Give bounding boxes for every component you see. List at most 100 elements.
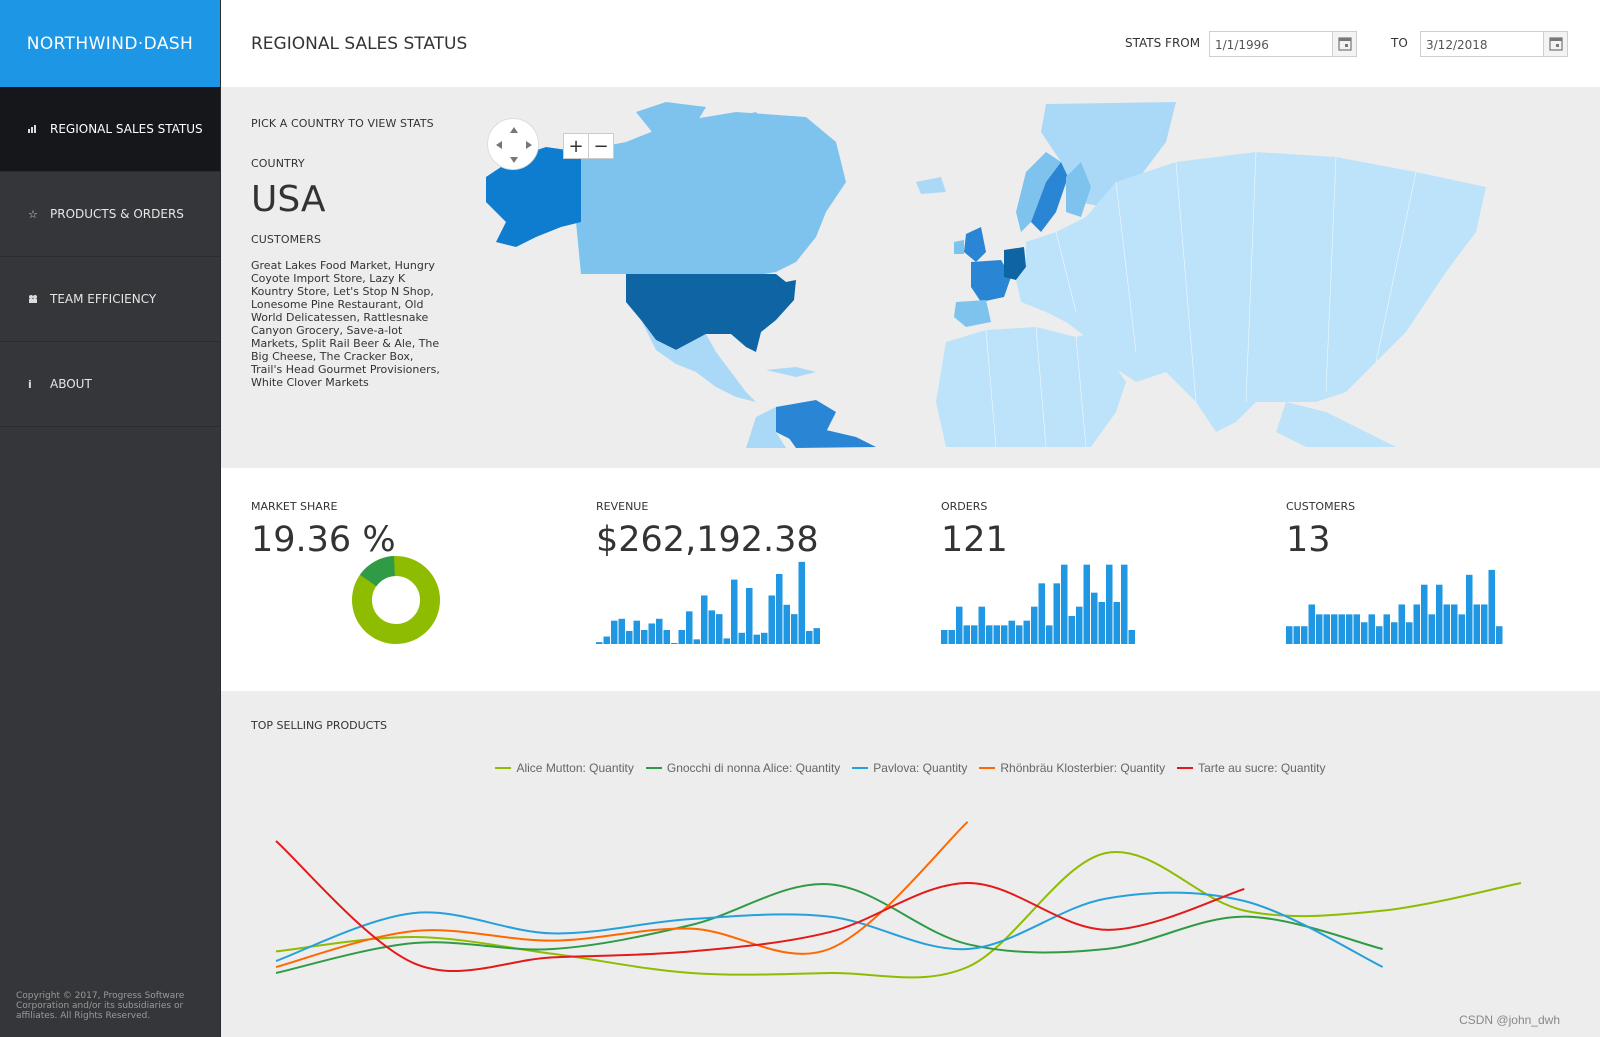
watermark: CSDN @john_dwh	[1459, 1013, 1560, 1027]
sparkline-bar	[1398, 604, 1405, 644]
legend-item[interactable]: Pavlova: Quantity	[852, 761, 967, 775]
bar-chart-icon	[28, 123, 50, 136]
sparkline-bar	[731, 579, 738, 644]
star-icon: ☆	[28, 207, 38, 221]
sidebar-item-regional-sales-status[interactable]: REGIONAL SALES STATUS	[0, 87, 220, 172]
sparkline-bar	[1353, 614, 1360, 644]
legend-item[interactable]: Rhönbräu Klosterbier: Quantity	[979, 761, 1165, 775]
sparkline-bar	[1361, 622, 1368, 644]
stats-to-datepicker[interactable]: 3/12/2018	[1420, 31, 1568, 57]
zoom-in-button[interactable]: +	[563, 133, 589, 159]
world-map[interactable]	[476, 102, 1496, 452]
sidebar-item-about[interactable]: i ABOUT	[0, 342, 220, 427]
map-south-america	[746, 407, 786, 448]
country-name: USA	[251, 179, 326, 220]
sidebar-item-products-orders[interactable]: ☆ PRODUCTS & ORDERS	[0, 172, 220, 257]
sparkline-bar	[1331, 614, 1338, 644]
legend-label: Rhönbräu Klosterbier: Quantity	[1000, 761, 1166, 775]
sparkline-bar	[761, 632, 768, 644]
legend-swatch	[495, 767, 512, 769]
chart-legend: Alice Mutton: Quantity Gnocchi di nonna …	[221, 761, 1600, 775]
sparkline-bar	[1098, 602, 1105, 644]
brand-logo[interactable]: NORTHWIND·DASH	[0, 0, 220, 87]
country-label: COUNTRY	[251, 157, 305, 170]
team-icon	[28, 293, 50, 306]
top-products-section: TOP SELLING PRODUCTS Alice Mutton: Quant…	[221, 691, 1600, 1037]
series-line	[275, 840, 1245, 973]
map-country-mexico	[641, 320, 756, 402]
sparkline-bar	[1083, 564, 1090, 644]
sparkline-bar	[941, 630, 948, 644]
legend-item[interactable]: Alice Mutton: Quantity	[495, 761, 634, 775]
map-country-sweden	[1031, 162, 1068, 232]
sidebar-item-label: ABOUT	[50, 377, 92, 391]
legend-item[interactable]: Tarte au sucre: Quantity	[1177, 761, 1326, 775]
stats-from-label: STATS FROM	[1125, 36, 1201, 50]
orders-label: ORDERS	[941, 500, 988, 513]
stats-from-input[interactable]: 1/1/1996	[1215, 38, 1269, 52]
sparkline-bar	[1368, 614, 1375, 644]
orders-value: 121	[941, 520, 1008, 560]
page-title: REGIONAL SALES STATUS	[251, 34, 468, 54]
sparkline-bar	[611, 620, 618, 644]
sparkline-bar	[963, 625, 970, 644]
calendar-icon[interactable]	[1332, 32, 1356, 56]
copyright-text: Copyright © 2017, Progress Software Corp…	[16, 991, 185, 1021]
pick-country-label: PICK A COUNTRY TO VIEW STATS	[251, 117, 434, 130]
top-products-line-chart	[275, 821, 1522, 979]
sidebar-nav: REGIONAL SALES STATUS ☆ PRODUCTS & ORDER…	[0, 87, 220, 427]
legend-label: Tarte au sucre: Quantity	[1198, 761, 1326, 775]
sparkline-bar	[1466, 574, 1473, 644]
revenue-sparkline	[596, 561, 820, 644]
sparkline-bar	[1481, 604, 1488, 644]
map-country-brazil	[786, 430, 876, 448]
sparkline-bar	[686, 611, 693, 644]
customers-sparkline	[1286, 569, 1503, 644]
map-middle-east	[1076, 327, 1166, 382]
map-se-asia	[1276, 402, 1396, 447]
market-share-value: 19.36 %	[251, 520, 396, 560]
sparkline-bar	[1301, 626, 1308, 644]
sparkline-bar	[971, 625, 978, 644]
sidebar-item-label: PRODUCTS & ORDERS	[50, 207, 184, 221]
sidebar: NORTHWIND·DASH REGIONAL SALES STATUS ☆ P…	[0, 0, 221, 1037]
legend-swatch	[1177, 767, 1194, 769]
top-products-title: TOP SELLING PRODUCTS	[251, 719, 388, 732]
sparkline-bar	[791, 614, 798, 644]
sparkline-bar	[723, 638, 730, 644]
sparkline-bar	[1376, 626, 1383, 644]
sparkline-bar	[1023, 620, 1030, 644]
sparkline-bar	[1106, 564, 1113, 644]
sparkline-bar	[1008, 620, 1015, 644]
map-caribbean	[766, 367, 816, 377]
series-line	[275, 821, 969, 968]
sparkline-bar	[993, 625, 1000, 644]
map-africa	[936, 327, 1126, 447]
legend-swatch	[979, 767, 996, 769]
map-country-ireland	[954, 240, 964, 254]
sidebar-item-team-efficiency[interactable]: TEAM EFFICIENCY	[0, 257, 220, 342]
sparkline-bar	[1428, 614, 1435, 644]
sparkline-bar	[746, 588, 753, 644]
series-line	[275, 891, 1384, 968]
market-share-card: MARKET SHARE 19.36 %	[251, 468, 551, 691]
stats-to-input[interactable]: 3/12/2018	[1426, 38, 1488, 52]
market-share-donut	[352, 556, 440, 644]
calendar-icon[interactable]	[1543, 32, 1567, 56]
series-line	[275, 883, 1383, 974]
stats-from-datepicker[interactable]: 1/1/1996	[1209, 31, 1357, 57]
customers-count-value: 13	[1286, 520, 1331, 560]
sparkline-bar	[768, 595, 775, 644]
sparkline-bar	[708, 610, 715, 644]
zoom-out-button[interactable]: −	[588, 133, 614, 159]
map-pan-control[interactable]	[487, 118, 539, 170]
customers-list: Great Lakes Food Market, Hungry Coyote I…	[251, 259, 440, 389]
sparkline-bar	[1406, 622, 1413, 644]
sparkline-bar	[1443, 604, 1450, 644]
info-icon: i	[28, 377, 32, 391]
legend-item[interactable]: Gnocchi di nonna Alice: Quantity	[645, 761, 840, 775]
stats-section: MARKET SHARE 19.36 % REVENUE $262,192.38…	[221, 468, 1600, 691]
sparkline-bar	[1436, 584, 1443, 644]
customers-label: CUSTOMERS	[251, 233, 322, 246]
revenue-value: $262,192.38	[596, 520, 819, 560]
